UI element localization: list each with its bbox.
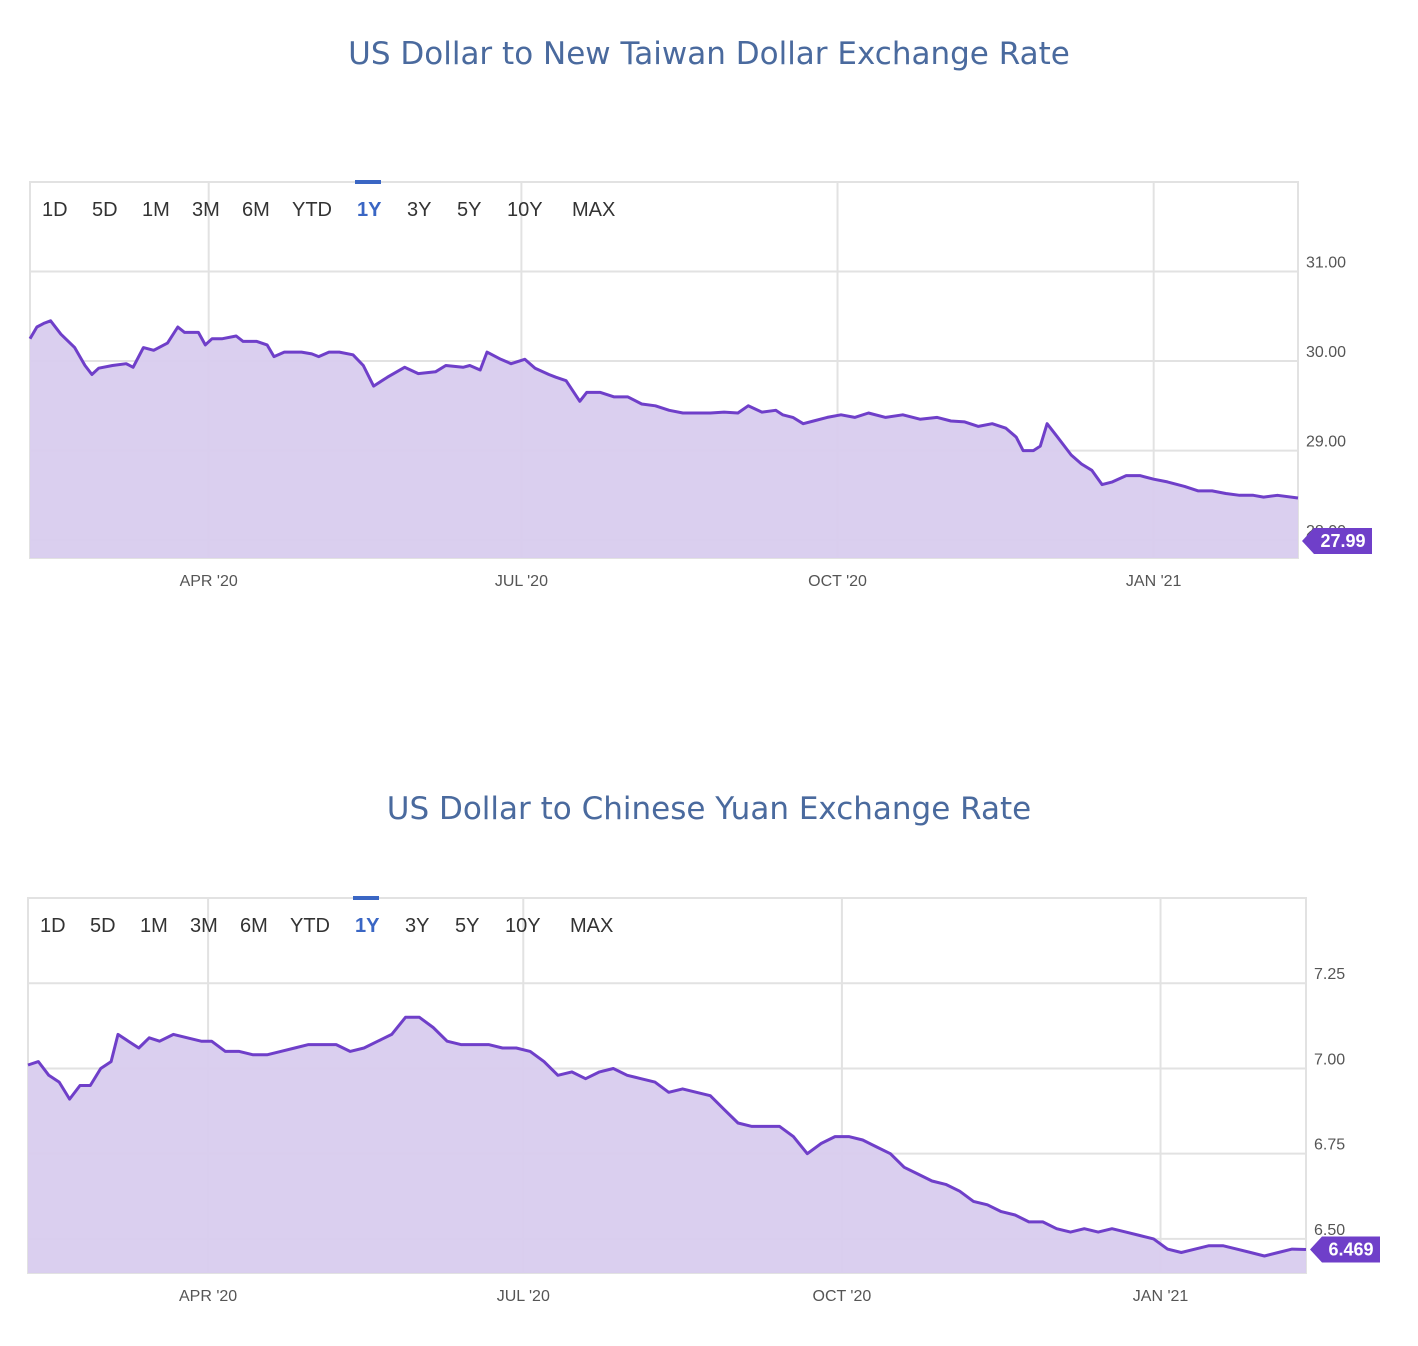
y-tick-label: 6.75 <box>1314 1137 1345 1154</box>
range-button-3y[interactable]: 3Y <box>405 915 429 937</box>
x-tick-label: JAN '21 <box>1133 1288 1189 1305</box>
series-line <box>28 319 1299 500</box>
last-value-label: 27.99 <box>1320 531 1365 551</box>
range-button-6m[interactable]: 6M <box>240 915 268 937</box>
series-area <box>30 320 1298 558</box>
x-tick-label: APR '20 <box>179 1288 237 1305</box>
x-tick-label: JAN '21 <box>1126 573 1182 590</box>
range-button-1m[interactable]: 1M <box>142 199 170 221</box>
y-tick-label: 31.00 <box>1306 255 1346 272</box>
range-button-ytd[interactable]: YTD <box>290 915 330 937</box>
range-button-3y[interactable]: 3Y <box>407 199 431 221</box>
range-button-3m[interactable]: 3M <box>190 915 218 937</box>
last-value-badge <box>1310 1236 1380 1263</box>
range-button-5d[interactable]: 5D <box>92 199 118 221</box>
range-button-1d[interactable]: 1D <box>42 199 68 221</box>
range-active-indicator <box>353 896 379 900</box>
range-button-max[interactable]: MAX <box>570 915 613 937</box>
range-button-ytd[interactable]: YTD <box>292 199 332 221</box>
range-button-1d[interactable]: 1D <box>40 915 66 937</box>
x-tick-label: OCT '20 <box>808 573 867 590</box>
range-button-10y[interactable]: 10Y <box>507 199 543 221</box>
range-button-1m[interactable]: 1M <box>140 915 168 937</box>
range-active-indicator <box>355 180 381 184</box>
y-tick-label: 7.00 <box>1314 1051 1345 1068</box>
series-area <box>28 1017 1306 1273</box>
y-tick-label: 29.00 <box>1306 434 1346 451</box>
x-tick-label: OCT '20 <box>813 1288 872 1305</box>
last-value-badge <box>1302 527 1372 554</box>
chart-title-twd: US Dollar to New Taiwan Dollar Exchange … <box>348 36 1070 72</box>
chart-cny: 7.25 7.00 6.75 6.50 APR '20 JUL '20 OCT '20 JAN… <box>27 896 1380 1305</box>
range-button-1y[interactable]: 1Y <box>357 199 382 221</box>
range-button-max[interactable]: MAX <box>572 199 615 221</box>
range-button-3m[interactable]: 3M <box>192 199 220 221</box>
y-tick-label: 7.25 <box>1314 966 1345 983</box>
chart-title-cny: US Dollar to Chinese Yuan Exchange Rate <box>386 791 1032 827</box>
range-button-5d[interactable]: 5D <box>90 915 116 937</box>
x-tick-label: APR '20 <box>180 573 238 590</box>
range-button-5y[interactable]: 5Y <box>455 915 479 937</box>
x-tick-label: JUL '20 <box>495 573 548 590</box>
series-line <box>27 1015 1307 1258</box>
last-value-label: 6.469 <box>1328 1239 1373 1259</box>
range-button-10y[interactable]: 10Y <box>505 915 541 937</box>
y-tick-label: 6.50 <box>1314 1222 1345 1239</box>
x-tick-label: JUL '20 <box>497 1288 550 1305</box>
y-tick-label: 30.00 <box>1306 344 1346 361</box>
range-button-5y[interactable]: 5Y <box>457 199 481 221</box>
range-button-6m[interactable]: 6M <box>242 199 270 221</box>
range-button-1y[interactable]: 1Y <box>355 915 380 937</box>
